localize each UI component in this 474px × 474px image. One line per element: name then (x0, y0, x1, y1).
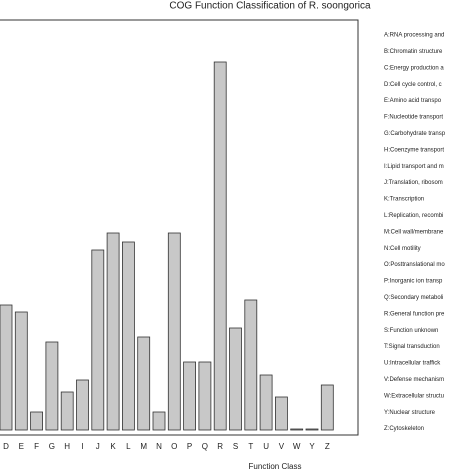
x-tick-label: L (126, 442, 131, 451)
legend-entry: O:Posttranslational mo (384, 262, 445, 268)
legend-entry: G:Carbohydrate transp (384, 131, 446, 137)
bar (213, 61, 227, 431)
bar (167, 232, 181, 431)
legend-entry: A:RNA processing and (384, 33, 444, 39)
legend-entry: D:Cell cycle control, c (384, 82, 442, 88)
x-tick-label: R (217, 442, 223, 451)
legend-entry: C:Energy production a (384, 65, 444, 71)
legend-entry: E:Amino acid transpo (384, 98, 442, 104)
bar (290, 428, 304, 431)
x-tick-label: E (19, 442, 24, 451)
x-tick-label: P (187, 442, 192, 451)
legend-entry: F:Nucleotide transport (384, 115, 443, 121)
legend-entry: M:Cell wall/membrane (384, 229, 444, 235)
bar (274, 396, 288, 431)
bar (137, 336, 151, 431)
x-tick-label: V (279, 442, 285, 451)
x-tick-label: N (156, 442, 162, 451)
x-tick-label: U (263, 442, 269, 451)
x-tick-label: Z (325, 442, 330, 451)
x-axis-label: Function Class (249, 462, 302, 471)
bar (0, 304, 13, 431)
x-tick-label: G (49, 442, 55, 451)
bar (183, 361, 197, 431)
legend-entry: T:Signal transduction (384, 344, 440, 350)
legend-entry: S:Function unknown (384, 328, 438, 334)
bar (259, 374, 273, 431)
bar (320, 384, 334, 431)
legend-entry: B:Chromatin structure (384, 49, 443, 55)
legend-entry: Z:Cytoskeleton (384, 426, 424, 432)
bar (14, 311, 28, 431)
legend-entry: H:Coenzyme transport (384, 147, 444, 153)
bar (244, 299, 258, 431)
x-tick-label: Q (202, 442, 208, 451)
legend-entry: Q:Secondary metaboli (384, 295, 443, 301)
legend-entry: V:Defense mechanism (384, 377, 444, 383)
chart-title: COG Function Classification of R. soongo… (169, 1, 371, 12)
x-tick-label: T (248, 442, 253, 451)
legend-entry: P:Inorganic ion transp (384, 279, 443, 285)
legend-entry: N:Cell motility (384, 246, 421, 252)
x-tick-label: J (96, 442, 100, 451)
x-tick-label: I (81, 442, 83, 451)
legend-entry: U:Intracellular traffick (384, 361, 441, 367)
bar (91, 249, 105, 431)
x-tick-label: S (233, 442, 238, 451)
bar (60, 391, 74, 431)
legend-entry: R:General function pre (384, 311, 445, 317)
bar (106, 232, 120, 431)
legend: A:RNA processing and B:Chromatin structur… (384, 33, 446, 433)
x-tick-label: H (64, 442, 70, 451)
x-tick-label: M (140, 442, 147, 451)
plot-frame (0, 19, 359, 436)
legend-entry: Y:Nuclear structure (384, 410, 436, 416)
x-tick-label: D (3, 442, 9, 451)
legend-entry: J:Translation, ribosom (384, 180, 443, 186)
bar (45, 341, 59, 431)
bar (76, 379, 89, 431)
x-tick-label: O (171, 442, 177, 451)
legend-entry: L:Replication, recombi (384, 213, 443, 219)
bar (30, 411, 44, 431)
legend-entry: W:Extracellular structu (384, 393, 444, 399)
x-tick-label: K (110, 442, 116, 451)
x-tick-label: W (293, 442, 301, 451)
bar (152, 411, 166, 431)
legend-entry: K:Transcription (384, 197, 424, 203)
bar (122, 241, 135, 431)
bar (229, 327, 242, 431)
x-tick-label: Y (309, 442, 315, 451)
legend-entry: I:Lipid transport and m (384, 164, 444, 170)
x-tick-label: F (34, 442, 39, 451)
bar (305, 428, 319, 431)
bar (198, 361, 212, 431)
